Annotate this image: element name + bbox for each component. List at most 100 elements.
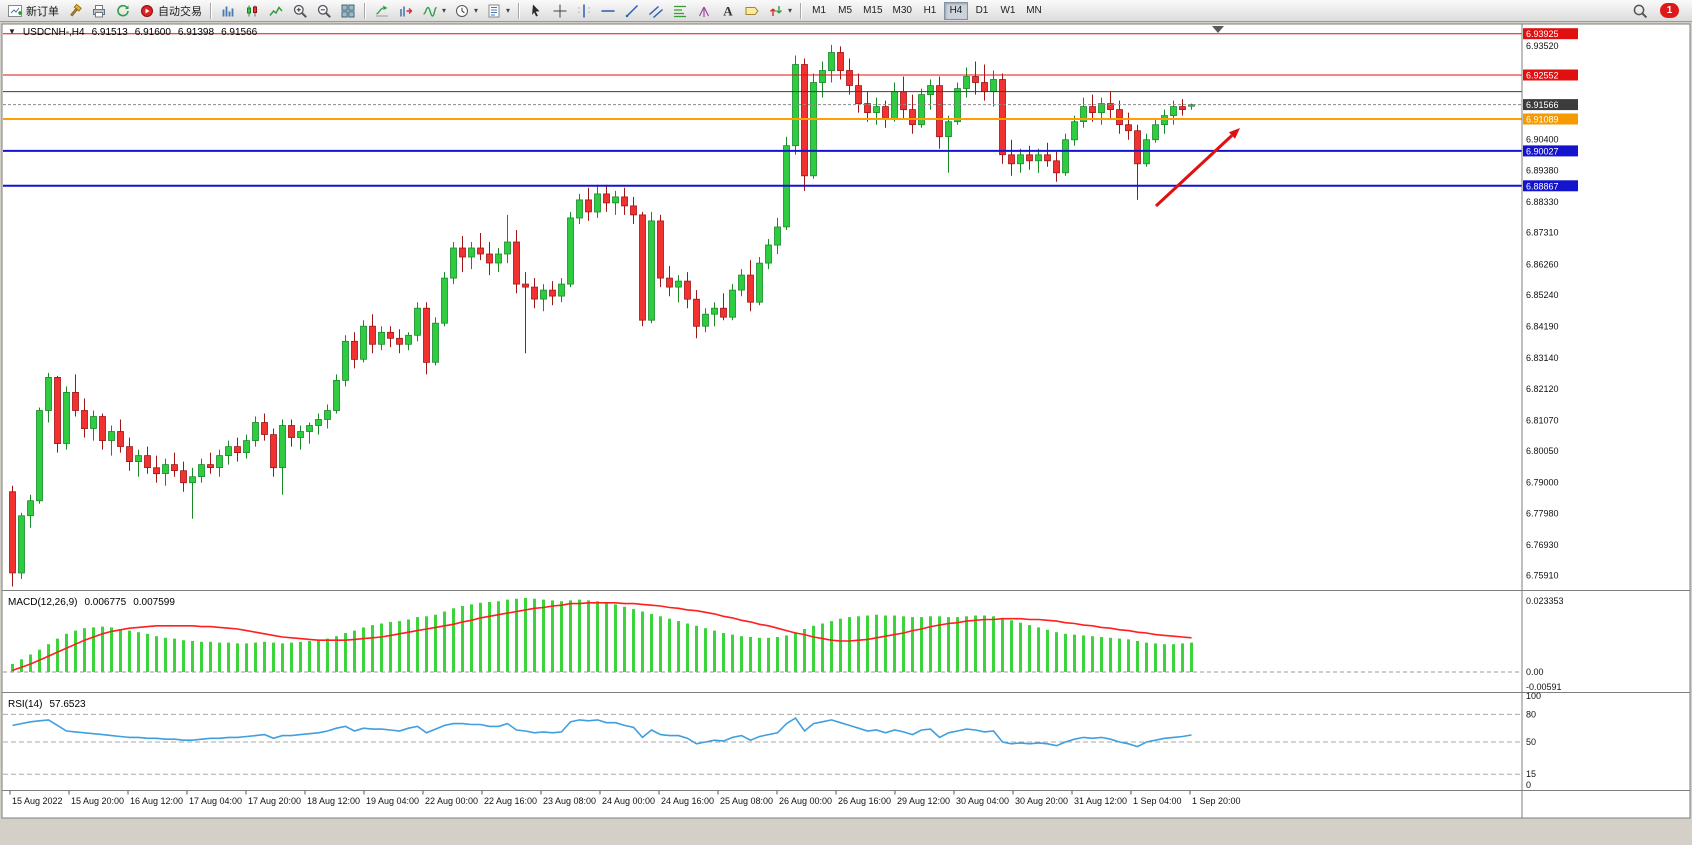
indicators-button[interactable]: ▾ xyxy=(418,1,450,21)
new-order-label: 新订单 xyxy=(26,5,59,18)
candle-body xyxy=(873,106,880,113)
templates-button[interactable]: ▾ xyxy=(482,1,514,21)
timeframe-mn-button[interactable]: MN xyxy=(1022,2,1046,20)
rsi-line xyxy=(12,717,1192,748)
new-order-button[interactable]: 新订单 xyxy=(3,1,63,21)
candle-body xyxy=(513,241,520,285)
chart-shift-button[interactable] xyxy=(394,1,418,21)
candle-body xyxy=(198,464,205,478)
text-button[interactable]: A xyxy=(716,1,740,21)
candle-body xyxy=(819,70,826,83)
price-axis-label: 6.88330 xyxy=(1526,197,1559,207)
cursor-button[interactable] xyxy=(524,1,548,21)
refresh-button[interactable] xyxy=(111,1,135,21)
candle-body xyxy=(342,340,349,381)
print-button[interactable] xyxy=(87,1,111,21)
timeframe-w1-button[interactable]: W1 xyxy=(996,2,1020,20)
refresh-icon xyxy=(117,4,129,16)
candle-body xyxy=(504,241,511,255)
candle-body xyxy=(846,70,853,86)
candle-body xyxy=(1008,154,1015,165)
candle-body xyxy=(1125,124,1132,132)
chart-frame[interactable] xyxy=(1,23,1691,819)
hammer-button[interactable] xyxy=(63,1,87,21)
candle-body xyxy=(927,85,934,95)
timeframe-m5-button[interactable]: M5 xyxy=(833,2,857,20)
zoom-out-button[interactable] xyxy=(312,1,336,21)
trend-arrow-annotation[interactable] xyxy=(1154,134,1233,208)
line-chart-button[interactable] xyxy=(264,1,288,21)
svg-text:A: A xyxy=(723,3,733,18)
text-label-button[interactable] xyxy=(740,1,764,21)
candle-body xyxy=(1188,104,1195,107)
crosshair-button[interactable] xyxy=(548,1,572,21)
candle-body xyxy=(225,446,232,457)
candle-body xyxy=(153,467,160,475)
candle-body xyxy=(495,253,502,264)
candle-body xyxy=(486,253,493,264)
auto-scroll-button[interactable] xyxy=(370,1,394,21)
price-badge xyxy=(1523,69,1578,81)
time-axis-label: 24 Aug 00:00 xyxy=(602,796,655,806)
candle-body xyxy=(729,289,736,318)
candle-body xyxy=(432,322,439,363)
notification-badge[interactable]: 1 xyxy=(1660,3,1679,18)
candle-body xyxy=(450,247,457,279)
macd-axis-label: -0.00591 xyxy=(1526,682,1562,692)
time-axis-label: 22 Aug 00:00 xyxy=(425,796,478,806)
bar-chart-button[interactable] xyxy=(216,1,240,21)
candle-body xyxy=(657,220,664,279)
search-button[interactable] xyxy=(1628,1,1652,21)
candle-body xyxy=(648,220,655,321)
arrow-objects-button[interactable]: ▾ xyxy=(764,1,796,21)
timeframe-h1-button[interactable]: H1 xyxy=(918,2,942,20)
candle-body xyxy=(36,410,43,502)
candle-body xyxy=(855,85,862,105)
timeframe-m30-button[interactable]: M30 xyxy=(889,2,916,20)
candle-body xyxy=(621,196,628,207)
ohlc-dropdown-icon[interactable]: ▼ xyxy=(8,27,16,36)
toolbar-separator xyxy=(364,2,366,19)
auto-scroll-icon xyxy=(376,5,388,16)
vertical-line-button[interactable] xyxy=(572,1,596,21)
price-axis-label: 6.77980 xyxy=(1526,508,1559,518)
fibonacci-button[interactable] xyxy=(668,1,692,21)
candle-body xyxy=(612,196,619,204)
autotrade-button[interactable]: 自动交易 xyxy=(135,1,206,21)
price-axis-label: 6.80050 xyxy=(1526,446,1559,456)
candle-body xyxy=(441,277,448,324)
candle-body xyxy=(306,425,313,432)
candle-body xyxy=(477,247,484,255)
candle-body xyxy=(243,440,250,454)
periods-button[interactable]: ▾ xyxy=(450,1,482,21)
timeframe-d1-button[interactable]: D1 xyxy=(970,2,994,20)
candle-body xyxy=(1080,106,1087,122)
price-badge-value: 6.93925 xyxy=(1526,29,1559,39)
candle-body xyxy=(747,274,754,303)
timeframe-m1-button[interactable]: M1 xyxy=(807,2,831,20)
tile-windows-button[interactable] xyxy=(336,1,360,21)
candle-body xyxy=(360,325,367,360)
time-axis-label: 26 Aug 16:00 xyxy=(838,796,891,806)
toolbar-separator xyxy=(210,2,212,19)
candle-body xyxy=(684,280,691,300)
horizontal-line-button[interactable] xyxy=(596,1,620,21)
chart-canvas[interactable]: 6.93520 6.90400 6.89380 6.88330 6.87310 6.862… xyxy=(0,22,1692,845)
pitchfork-button[interactable] xyxy=(692,1,716,21)
candle-body xyxy=(63,391,70,444)
candle-chart-button[interactable] xyxy=(240,1,264,21)
candle-body xyxy=(324,410,331,420)
timeframe-h4-button[interactable]: H4 xyxy=(943,1,968,20)
candle-body xyxy=(675,280,682,288)
candle-body xyxy=(1107,103,1114,110)
candle-body xyxy=(99,416,106,442)
candle-body xyxy=(234,446,241,454)
zoom-in-button[interactable] xyxy=(288,1,312,21)
trendline-button[interactable] xyxy=(620,1,644,21)
candle-body xyxy=(108,431,115,441)
candle-body xyxy=(558,283,565,297)
timeframe-m15-button[interactable]: M15 xyxy=(859,2,886,20)
line-chart-icon xyxy=(269,5,283,16)
equidistant-channel-button[interactable] xyxy=(644,1,668,21)
chart-shift-marker[interactable] xyxy=(1212,26,1224,33)
